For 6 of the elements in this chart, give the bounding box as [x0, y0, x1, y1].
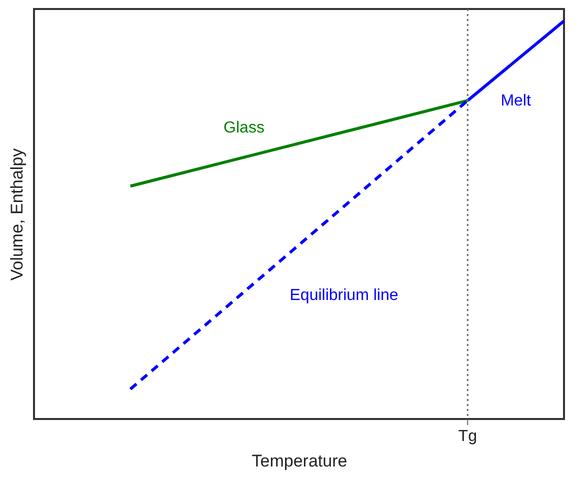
- y-axis-title: Volume, Enthalpy: [8, 148, 26, 281]
- series-label: Melt: [500, 92, 532, 110]
- series-label: Equilibrium line: [290, 286, 398, 304]
- text: Tg: [458, 428, 477, 445]
- x-axis-title: Temperature: [252, 452, 348, 470]
- series-label: Glass: [224, 119, 264, 136]
